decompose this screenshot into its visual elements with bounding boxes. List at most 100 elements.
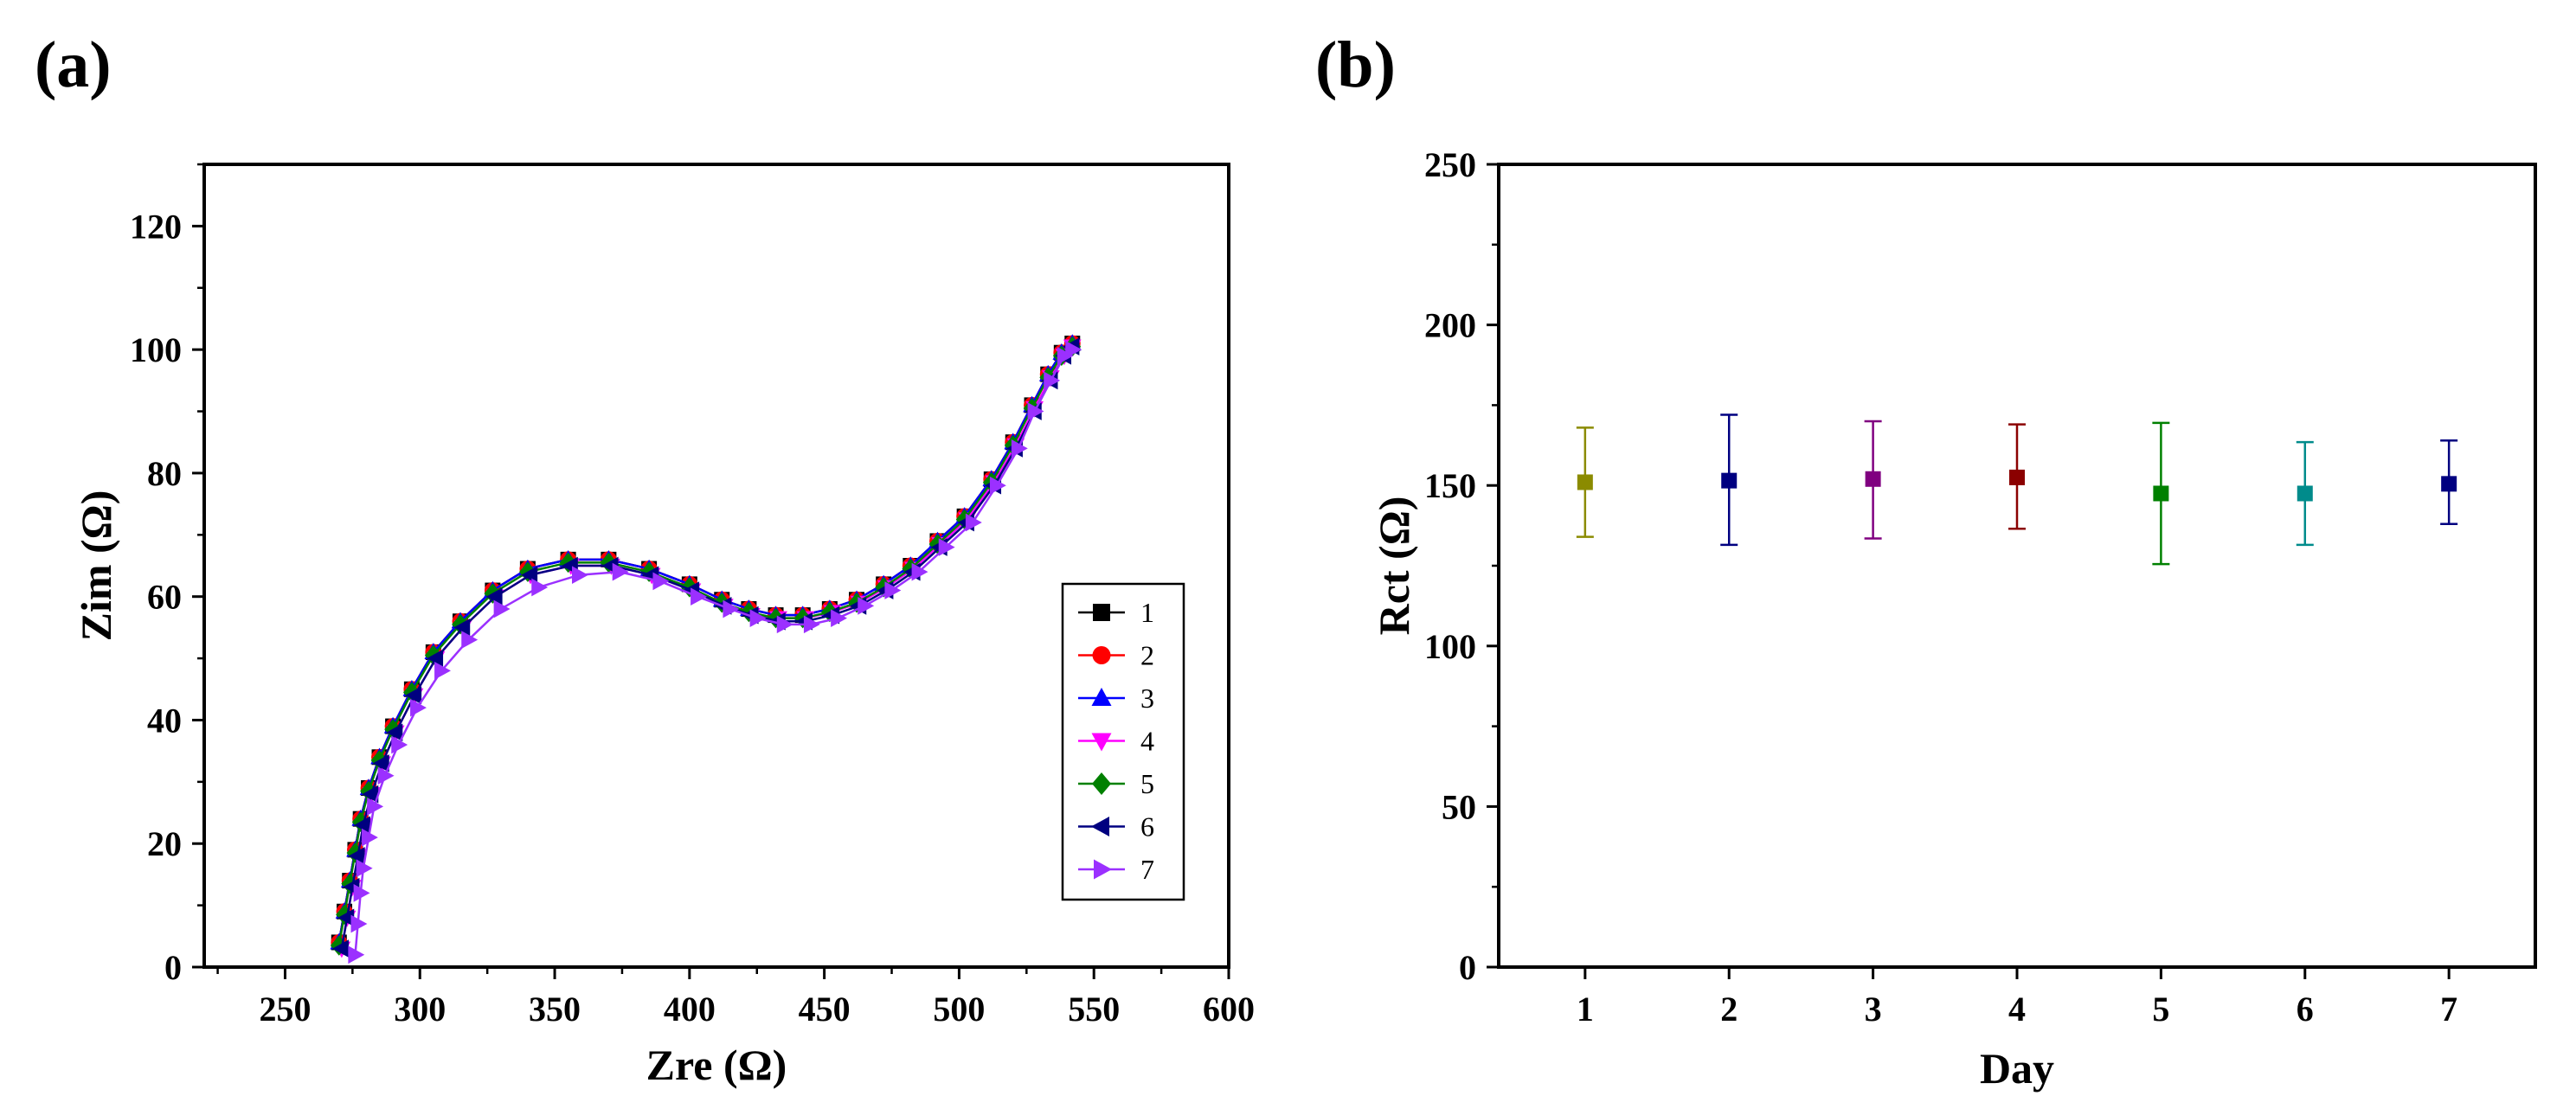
series-5-line: [337, 345, 1074, 946]
legend-marker-3: [1091, 688, 1112, 706]
series-7-point: [571, 566, 588, 585]
series-7-point: [377, 766, 395, 785]
series-7-point: [884, 581, 902, 599]
series-7-point: [989, 476, 1006, 495]
series-7-point: [612, 562, 629, 581]
legend-label-2: 2: [1140, 640, 1154, 671]
legend-marker-4: [1091, 733, 1112, 752]
panel-b-label: (b): [1315, 29, 1396, 101]
plot-a-y-tick-label: 20: [147, 824, 182, 863]
plot-a-x-tick-label: 350: [529, 990, 581, 1028]
plot-b-y-tick-label: 100: [1424, 627, 1476, 666]
plot-b-y-axis-title: Rct (Ω): [1370, 497, 1418, 636]
series-7-point: [391, 735, 408, 754]
legend-label-5: 5: [1140, 768, 1154, 799]
series-7-point: [911, 562, 928, 581]
plot-a-y-tick-label: 0: [164, 948, 182, 987]
series-7-point: [1027, 402, 1044, 420]
series-7-point: [858, 597, 875, 615]
series-6-point: [405, 686, 422, 705]
series-7-point: [361, 828, 378, 847]
legend-marker-6: [1091, 817, 1109, 836]
plot-a-x-tick-label: 600: [1203, 990, 1255, 1028]
rct-point-day-1: [1577, 474, 1593, 490]
series-7-point: [493, 599, 511, 618]
legend-marker-1: [1093, 604, 1110, 621]
rct-point-day-3: [1865, 471, 1881, 487]
plot-b-x-tick-label: 5: [2152, 990, 2169, 1028]
plot-b-y-tick-label: 150: [1424, 466, 1476, 505]
legend-label-4: 4: [1140, 726, 1154, 757]
plot-a-y-tick-label: 60: [147, 578, 182, 617]
series-7-point: [531, 578, 549, 597]
series-6-point: [386, 723, 403, 742]
plot-b-x-tick-label: 3: [1865, 990, 1882, 1028]
legend-label-6: 6: [1140, 811, 1154, 843]
series-7-point: [353, 883, 370, 902]
plot-a-y-tick-label: 80: [147, 454, 182, 493]
legend-label-1: 1: [1140, 597, 1154, 628]
legend-marker-2: [1092, 646, 1111, 664]
series-7-point: [367, 798, 384, 816]
plot-a-frame: [202, 163, 1230, 969]
series-4-line: [340, 345, 1074, 949]
series-6-point: [332, 939, 350, 958]
plot-b-x-tick-label: 6: [2297, 990, 2314, 1028]
plot-b-y-tick-label: 0: [1459, 948, 1476, 987]
series-7-line: [354, 349, 1074, 955]
rct-point-day-5: [2153, 485, 2169, 502]
plot-b-series: [1576, 413, 2458, 566]
series-7-point: [348, 945, 365, 964]
series-7-point: [356, 859, 373, 878]
rct-point-day-2: [1721, 472, 1738, 489]
plot-b-x-tick-label: 1: [1577, 990, 1594, 1028]
series-7-point: [723, 599, 740, 618]
series-7-point: [1065, 340, 1082, 359]
series-7-point: [461, 631, 479, 650]
plot-b-ticks: 1 2 3 4 5 6 7 0 50 100 150 200 250: [1424, 145, 2457, 1028]
plot-a-x-tick-label: 550: [1068, 990, 1120, 1028]
plot-a-x-tick-label: 500: [933, 990, 985, 1028]
series-7-point: [831, 609, 848, 628]
series-7-point: [434, 662, 451, 680]
series-7-point: [410, 698, 427, 717]
series-7-point: [803, 615, 820, 634]
series-7-point: [652, 572, 670, 591]
plot-b-y-tick-label: 200: [1424, 306, 1476, 345]
series-7-point: [749, 609, 767, 628]
plot-a-y-axis-title: Zim (Ω): [72, 490, 120, 642]
plot-b-x-axis-title: Day: [1980, 1044, 2054, 1093]
plot-b-y-tick-label: 250: [1424, 145, 1476, 184]
plot-a-x-axis-title: Zre (Ω): [646, 1041, 787, 1089]
plot-a-y-tick-label: 120: [130, 207, 182, 246]
series-6-point: [362, 785, 379, 804]
plot-b-y-tick-label: 50: [1442, 787, 1476, 826]
rct-point-day-4: [2009, 469, 2025, 485]
series-7-point: [691, 587, 707, 606]
plot-a-legend: 1 2 3 4 5 6 7: [1078, 597, 1154, 885]
plot-a-x-tick-label: 250: [259, 990, 311, 1028]
series-6-point: [372, 754, 389, 772]
legend-label-3: 3: [1140, 682, 1154, 714]
series-7-point: [1011, 439, 1028, 458]
panel-a-label: (a): [35, 29, 112, 101]
series-7-point: [938, 538, 955, 556]
plot-a-y-tick-label: 40: [147, 701, 182, 740]
series-6-point: [453, 618, 471, 637]
plot-a-x-tick-label: 300: [394, 990, 446, 1028]
plot-b-x-tick-label: 2: [1720, 990, 1738, 1028]
series-6-point: [427, 649, 444, 668]
series-6-point: [348, 847, 365, 865]
series-7-point: [965, 513, 982, 532]
rct-point-day-6: [2297, 485, 2313, 502]
plot-a-x-tick-label: 400: [664, 990, 716, 1028]
rct-point-day-7: [2441, 476, 2457, 492]
legend-marker-7: [1094, 859, 1112, 880]
legend-label-7: 7: [1140, 854, 1154, 885]
plot-a-ticks: 250 300 350 400 450 500 550 600 0 20 40 60 80 100 120: [130, 163, 1255, 1028]
plot-b-x-tick-label: 4: [2008, 990, 2026, 1028]
plot-a-series: [330, 334, 1082, 964]
series-6-point: [354, 816, 370, 835]
series-6-point: [485, 587, 503, 606]
